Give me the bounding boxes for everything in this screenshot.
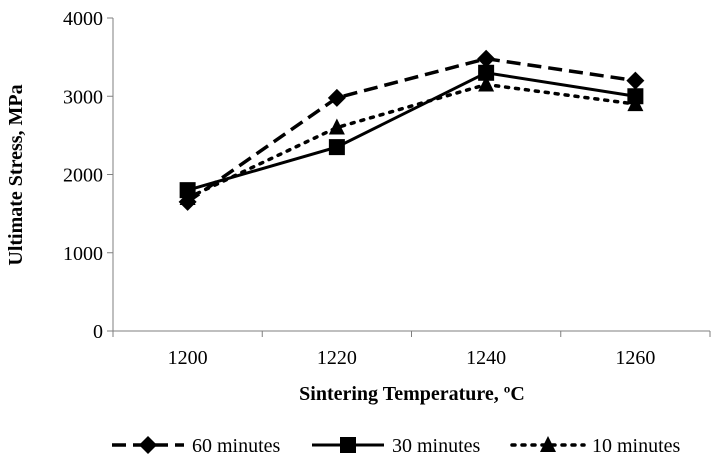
data-point bbox=[477, 49, 496, 68]
legend-marker-swatch bbox=[540, 436, 556, 452]
y-tick-label: 4000 bbox=[63, 8, 103, 30]
series-30-minutes bbox=[179, 64, 644, 199]
data-point bbox=[626, 71, 645, 90]
y-tick-label: 1000 bbox=[63, 243, 103, 265]
series-10-minutes bbox=[179, 75, 644, 205]
x-axis: 1200 1220 1240 1260 bbox=[112, 330, 711, 369]
y-axis: 0 1000 2000 3000 4000 bbox=[63, 8, 114, 343]
y-tick-label: 2000 bbox=[63, 165, 103, 187]
series-line bbox=[186, 56, 636, 204]
data-point bbox=[179, 182, 196, 199]
legend-label: 30 minutes bbox=[392, 435, 481, 457]
data-point bbox=[328, 118, 345, 135]
x-tick-label: 1260 bbox=[615, 347, 655, 369]
series-line bbox=[185, 82, 638, 200]
legend-label: 10 minutes bbox=[592, 435, 681, 457]
data-point bbox=[627, 88, 644, 105]
legend-marker-swatch bbox=[139, 436, 157, 454]
legend-marker-swatch bbox=[340, 437, 356, 453]
x-tick-label: 1220 bbox=[317, 347, 357, 369]
series-layer bbox=[178, 49, 645, 211]
data-point bbox=[478, 75, 495, 92]
data-point bbox=[327, 88, 346, 107]
data-point bbox=[328, 139, 345, 156]
data-point bbox=[478, 64, 495, 81]
x-axis-title: Sintering Temperature, ºC bbox=[299, 383, 525, 405]
legend-label: 60 minutes bbox=[192, 435, 281, 457]
legend-item: 10 minutes bbox=[510, 435, 681, 457]
data-point bbox=[178, 192, 197, 211]
y-axis-title: Ultimate Stress, MPa bbox=[5, 84, 27, 265]
legend: 60 minutes 30 minutes 10 minutes bbox=[112, 435, 681, 457]
series-60-minutes bbox=[178, 49, 645, 211]
legend-item: 60 minutes bbox=[112, 435, 281, 457]
x-tick-label: 1240 bbox=[466, 347, 506, 369]
series-line bbox=[187, 71, 636, 192]
y-tick-label: 3000 bbox=[63, 86, 103, 108]
x-tick-label: 1200 bbox=[168, 347, 208, 369]
legend-item: 30 minutes bbox=[312, 435, 481, 457]
y-tick-label: 0 bbox=[93, 321, 103, 343]
